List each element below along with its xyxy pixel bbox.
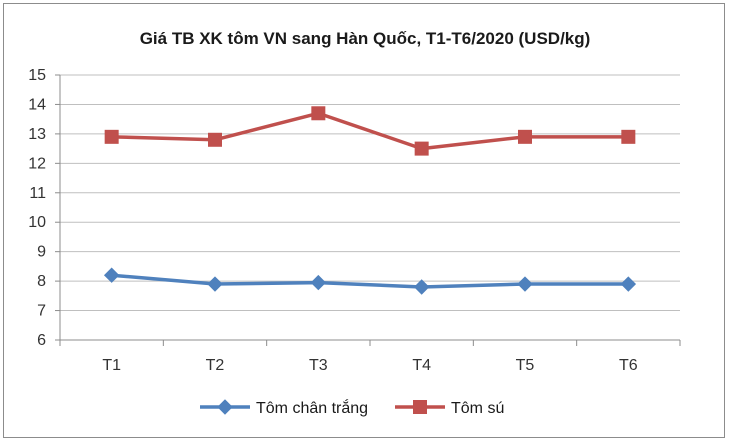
x-tick-label: T3: [309, 357, 328, 374]
y-tick-label: 14: [28, 96, 46, 113]
chart-title: Giá TB XK tôm VN sang Hàn Quốc, T1-T6/20…: [140, 29, 591, 48]
y-tick-labels: 6 7 8 9 10 11 12 13 14 15: [28, 67, 46, 349]
legend-item: Tôm chân trắng: [200, 398, 368, 417]
x-tick-label: T1: [102, 357, 121, 374]
data-point: [104, 129, 119, 144]
series-1: [103, 267, 637, 295]
data-point: [208, 132, 222, 147]
series-line: [111, 111, 629, 151]
gridlines: [60, 74, 680, 312]
data-point: [103, 267, 120, 283]
legend-label: Tôm chân trắng: [256, 398, 368, 417]
x-tick-label: T2: [206, 357, 225, 374]
data-point: [310, 274, 327, 291]
data-point: [311, 106, 326, 121]
series-2: [104, 106, 636, 156]
y-tick-label: 7: [37, 303, 46, 320]
legend: Tôm chân trắng Tôm sú: [200, 398, 504, 417]
legend-marker: [413, 400, 427, 414]
y-tick-label: 8: [37, 273, 46, 290]
axes: [55, 74, 681, 346]
data-point: [517, 276, 533, 292]
data-point: [414, 141, 429, 156]
x-tick-label: T5: [516, 357, 535, 374]
series-line: [111, 273, 629, 289]
y-tick-label: 9: [37, 244, 46, 261]
data-point: [518, 129, 532, 144]
x-tick-label: T4: [412, 357, 431, 374]
y-tick-label: 6: [37, 332, 46, 349]
x-tick-labels: T1 T2 T3 T4 T5 T6: [102, 357, 637, 374]
data-point: [620, 276, 637, 292]
data-point: [621, 129, 636, 144]
legend-label: Tôm sú: [451, 400, 504, 417]
legend-marker: [217, 399, 233, 415]
data-point: [207, 276, 223, 292]
x-tick-label: T6: [619, 357, 638, 374]
y-tick-label: 15: [28, 67, 46, 84]
y-tick-label: 13: [28, 126, 46, 143]
y-tick-label: 10: [28, 214, 46, 231]
legend-item: Tôm sú: [395, 400, 504, 417]
y-tick-label: 11: [29, 185, 46, 202]
data-point: [413, 279, 430, 295]
series-group: [103, 106, 637, 295]
y-tick-label: 12: [28, 155, 46, 172]
